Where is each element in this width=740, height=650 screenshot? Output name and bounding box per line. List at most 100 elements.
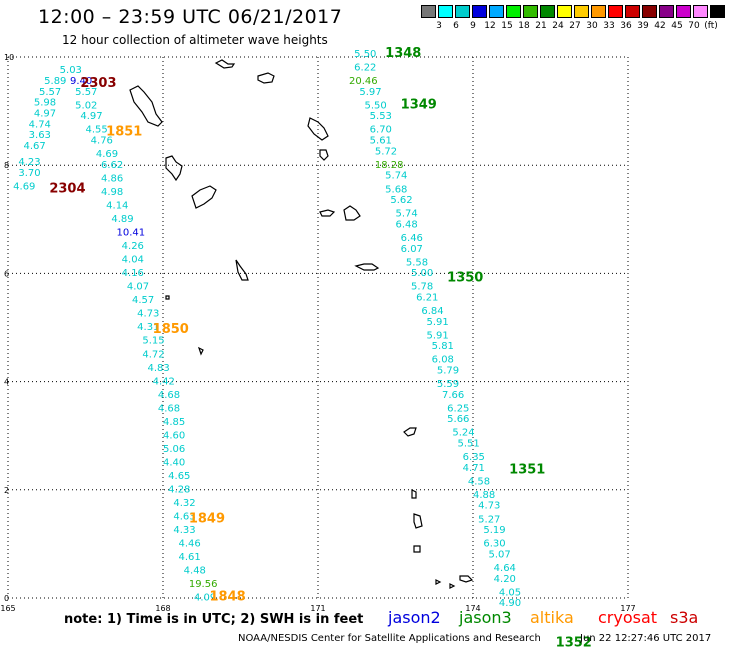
wave-height-value: 5.24: [452, 428, 474, 439]
satellite-legend-cryosat: cryosat: [598, 608, 658, 627]
scale-swatch: [472, 5, 487, 18]
wave-height-value: 5.98: [34, 98, 56, 109]
wave-height-value: 4.61: [179, 552, 201, 563]
wave-height-value: 4.85: [163, 417, 185, 428]
wave-height-value: 5.81: [432, 341, 454, 352]
pass-time-label: 1349: [401, 97, 437, 112]
satellite-legend-jason3: jason3: [459, 608, 512, 627]
island: [129, 85, 163, 127]
wave-height-value: 4.40: [163, 457, 185, 468]
generated-timestamp: Jun 22 12:27:46 UTC 2017: [580, 633, 712, 644]
satellite-legend-jason2: jason2: [388, 608, 441, 627]
wave-height-value: 5.66: [447, 414, 469, 425]
wave-height-value: 4.74: [29, 119, 51, 130]
wave-height-value: 5.68: [385, 184, 407, 195]
scale-label: 3: [436, 21, 442, 31]
wave-height-value: 5.91: [427, 317, 449, 328]
wave-height-value: 4.69: [96, 149, 118, 160]
wave-height-value: 6.25: [447, 403, 469, 414]
island: [165, 155, 183, 182]
scale-label: 15: [501, 21, 513, 31]
wave-height-value: 5.19: [483, 525, 505, 536]
wave-height-value: 6.07: [401, 244, 423, 255]
wave-height-value: 5.00: [411, 268, 433, 279]
pass-time-label: 1352: [556, 636, 592, 650]
credit-line: NOAA/NESDIS Center for Satellite Applica…: [238, 633, 541, 644]
axis-tick-labels: 165 168 171 174 177 0 2 4 6 8 10: [0, 53, 635, 613]
scale-swatch: [574, 5, 589, 18]
wave-height-value: 5.03: [60, 65, 82, 76]
island: [449, 583, 456, 589]
scale-swatch: [540, 5, 555, 18]
wave-height-value: 4.60: [163, 430, 185, 441]
wave-height-value: 5.59: [437, 379, 459, 390]
scale-label: 42: [654, 21, 666, 31]
map-title: 12:00 – 23:59 UTC 06/21/2017: [38, 6, 343, 28]
wave-height-value: 4.57: [132, 295, 154, 306]
x-tick-label: 171: [310, 604, 325, 613]
map-subtitle: 12 hour collection of altimeter wave hei…: [62, 33, 328, 47]
wave-height-value: 10.41: [117, 228, 146, 239]
wave-height-value: 5.07: [489, 549, 511, 560]
scale-swatch: [676, 5, 691, 18]
wave-height-value: 5.02: [75, 100, 97, 111]
wave-height-value: 4.73: [137, 309, 159, 320]
wave-height-value: 3.70: [18, 168, 40, 179]
y-tick-label: 6: [4, 269, 9, 278]
island: [413, 545, 421, 553]
scale-swatch: [438, 5, 453, 18]
scale-label: 70: [688, 21, 700, 31]
wave-height-value: 4.42: [153, 376, 175, 387]
wave-height-value: 6.08: [432, 355, 454, 366]
island: [354, 263, 380, 271]
x-tick-label: 168: [155, 604, 170, 613]
island: [403, 427, 417, 437]
island: [307, 117, 329, 141]
wave-height-value: 4.64: [494, 563, 516, 574]
x-tick-label: 177: [620, 604, 635, 613]
scale-label: 39: [637, 21, 649, 31]
wave-height-value: 4.23: [18, 157, 40, 168]
scale-label: 9: [470, 21, 476, 31]
wave-height-value: 5.15: [142, 336, 164, 347]
wave-height-value: 6.22: [354, 63, 376, 74]
wave-height-value: 5.27: [478, 514, 500, 525]
satellite-legend-s3a: s3a: [670, 608, 699, 627]
wave-height-value: 4.71: [463, 463, 485, 474]
scale-label: 33: [603, 21, 615, 31]
wave-height-value: 5.62: [390, 195, 412, 206]
pass-time-labels: 2303 1851 2304 1850 1849 1848 1348 1349 1350 1351…: [49, 46, 592, 650]
wave-height-value: 4.76: [91, 136, 113, 147]
wave-height-value: 3.63: [29, 130, 51, 141]
scale-swatch: [506, 5, 521, 18]
pass-time-label: 1350: [447, 271, 483, 286]
pass-time-label: 1850: [153, 322, 189, 337]
footer-note: note: 1) Time is in UTC; 2) SWH is in fe…: [64, 612, 364, 627]
island: [235, 259, 249, 281]
wave-height-value: 5.51: [458, 439, 480, 450]
wave-height-value: 18.28: [375, 160, 404, 171]
island: [459, 575, 474, 583]
wave-height-value: 6.30: [483, 539, 505, 550]
island: [197, 346, 204, 356]
scale-swatch: [557, 5, 572, 18]
wave-height-value: 4.68: [158, 403, 180, 414]
island-outlines: [129, 59, 474, 589]
island: [411, 489, 417, 499]
x-tick-label: 174: [465, 604, 480, 613]
y-tick-label: 2: [4, 486, 9, 495]
island: [435, 579, 442, 585]
wave-height-value: 4.90: [499, 598, 521, 609]
wave-height-value: 5.78: [411, 282, 433, 293]
wave-height-value: 4.67: [24, 141, 46, 152]
island: [257, 72, 275, 84]
island: [319, 209, 336, 217]
wave-height-value: 5.74: [396, 209, 418, 220]
scale-swatch: [523, 5, 538, 18]
y-tick-label: 10: [4, 53, 14, 62]
x-tick-label: 165: [0, 604, 15, 613]
wave-height-value: 5.58: [406, 257, 428, 268]
scale-swatch: [710, 5, 725, 18]
y-tick-label: 4: [4, 378, 9, 387]
